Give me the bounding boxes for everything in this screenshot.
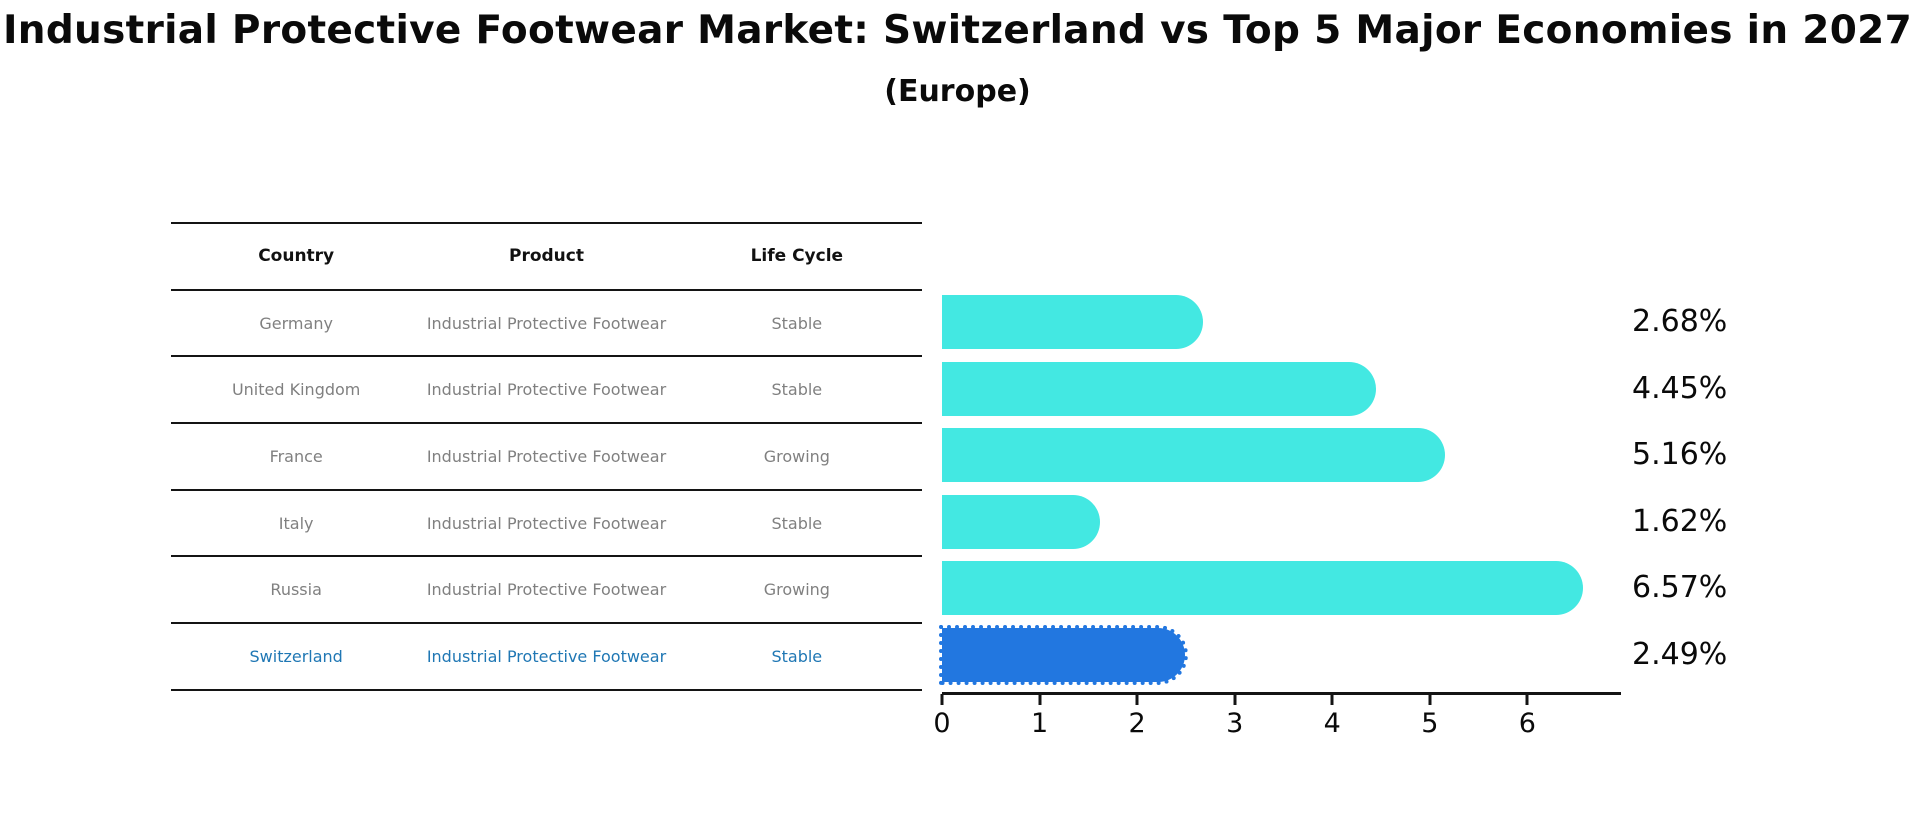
cell-life-cycle: Stable xyxy=(771,380,823,400)
bar-italy xyxy=(942,494,1101,549)
x-axis-tick-label: 2 xyxy=(1128,708,1146,739)
table-row-france: France Industrial Protective Footwear Gr… xyxy=(171,422,922,489)
header-life-cycle: Life Cycle xyxy=(750,246,844,267)
value-label-united-kingdom: 4.45% xyxy=(1632,370,1728,406)
table-row-russia: Russia Industrial Protective Footwear Gr… xyxy=(171,555,922,622)
cell-life-cycle: Growing xyxy=(763,446,830,466)
cell-country: France xyxy=(269,446,323,466)
tick-mark xyxy=(940,694,944,705)
header-country: Country xyxy=(258,246,335,267)
table-header-row: Country Product Life Cycle xyxy=(171,222,922,289)
bar-germany xyxy=(942,295,1204,349)
bar-united-kingdom xyxy=(942,361,1377,416)
table-row-switzerland: Switzerland Industrial Protective Footwe… xyxy=(171,622,922,689)
cell-country: United Kingdom xyxy=(231,380,361,400)
x-axis-tick-label: 3 xyxy=(1226,708,1244,739)
cell-country: Italy xyxy=(278,513,314,533)
value-label-france: 5.16% xyxy=(1632,437,1728,472)
cell-product: Industrial Protective Footwear xyxy=(426,313,667,333)
page-title: Industrial Protective Footwear Market: S… xyxy=(2,8,1913,53)
bar-russia xyxy=(942,561,1583,615)
x-axis-line xyxy=(942,692,1621,695)
cell-product: Industrial Protective Footwear xyxy=(426,580,667,600)
tick-mark xyxy=(1428,694,1432,705)
cell-life-cycle: Stable xyxy=(771,513,823,533)
value-label-italy: 1.62% xyxy=(1632,503,1728,539)
cell-life-cycle: Growing xyxy=(763,580,830,600)
tick-mark xyxy=(1038,694,1042,705)
tick-mark xyxy=(1330,694,1334,705)
cell-country: Germany xyxy=(259,313,333,333)
x-axis-tick-label: 5 xyxy=(1421,708,1439,739)
cell-life-cycle: Stable xyxy=(771,313,823,333)
cell-product: Industrial Protective Footwear xyxy=(426,380,667,400)
tick-mark xyxy=(1233,694,1237,705)
table-row-united-kingdom: United Kingdom Industrial Protective Foo… xyxy=(171,355,922,422)
cell-product: Industrial Protective Footwear xyxy=(426,513,667,533)
value-label-russia: 6.57% xyxy=(1632,570,1728,605)
page-subtitle: (Europe) xyxy=(884,74,1031,109)
comparison-table: Country Product Life Cycle Germany Indus… xyxy=(171,222,922,691)
x-axis-tick-label: 1 xyxy=(1030,708,1049,739)
cell-country: Russia xyxy=(270,580,322,600)
header-product: Product xyxy=(508,246,584,267)
cell-life-cycle: Stable xyxy=(771,646,823,666)
bar-chart: 0 1 2 3 4 5 6 xyxy=(933,222,1621,739)
cell-country: Switzerland xyxy=(249,646,343,666)
x-axis-tick-label: 4 xyxy=(1323,708,1341,739)
tick-mark xyxy=(1135,694,1139,705)
value-label-germany: 2.68% xyxy=(1632,304,1728,339)
table-row-italy: Italy Industrial Protective Footwear Sta… xyxy=(171,488,922,556)
cell-product: Industrial Protective Footwear xyxy=(426,446,667,466)
x-axis-tick-label: 0 xyxy=(933,708,951,739)
bar-switzerland xyxy=(939,625,1188,685)
value-label-switzerland: 2.49% xyxy=(1632,637,1728,672)
table-row-germany: Germany Industrial Protective Footwear S… xyxy=(171,288,922,356)
tick-mark xyxy=(1525,694,1529,705)
bar-france xyxy=(942,428,1446,482)
x-axis-tick-label: 6 xyxy=(1518,708,1536,739)
cell-product: Industrial Protective Footwear xyxy=(426,646,667,666)
